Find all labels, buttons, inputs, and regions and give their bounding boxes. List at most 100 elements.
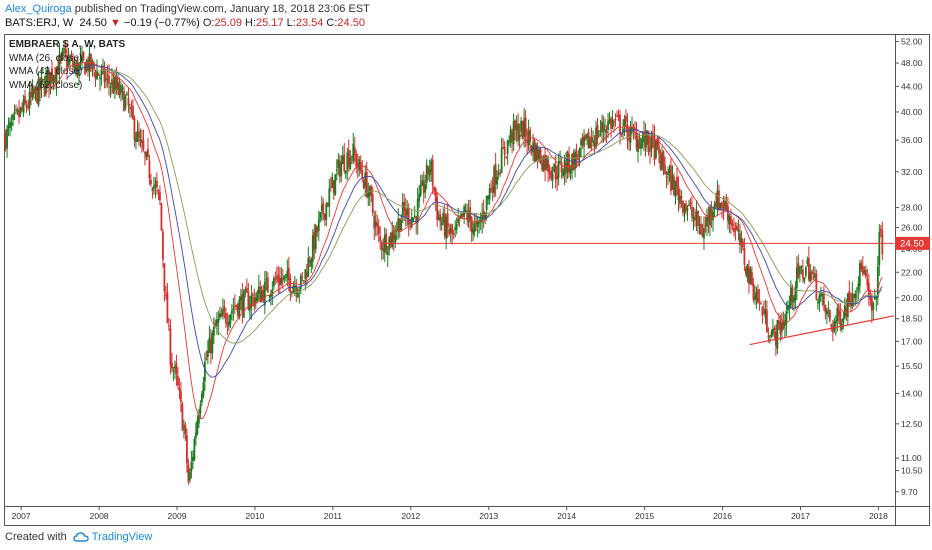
candle-body-up	[145, 152, 148, 158]
candle-body-up	[120, 85, 122, 93]
candle-body-up	[607, 120, 609, 131]
candle-body-up	[374, 221, 377, 226]
candle-body-down	[332, 180, 335, 193]
candle-body-up	[111, 79, 113, 85]
legend-wma26[interactable]: WMA (26, close)	[9, 52, 83, 64]
candle-body-down	[665, 176, 668, 178]
candle-body-up	[292, 285, 295, 294]
legend-wma62[interactable]: WMA (62, close)	[9, 79, 83, 91]
price-badge-text: 24.50	[900, 239, 924, 250]
candle-body-down	[277, 274, 280, 282]
candle-body-down	[130, 107, 133, 109]
candle-body-down	[524, 117, 527, 137]
candle-body-down	[731, 223, 734, 227]
candle-body-down	[171, 362, 173, 369]
candle-body-up	[520, 120, 523, 132]
candle-body-up	[28, 92, 31, 108]
candle-body-down	[361, 169, 364, 178]
candle-body-up	[873, 296, 876, 300]
candle-body-down	[550, 170, 552, 179]
legend-wma42[interactable]: WMA (42, close)	[9, 66, 83, 77]
candle-body-down	[581, 136, 584, 145]
candle-body-down	[801, 269, 804, 279]
candle-body-up	[574, 151, 576, 169]
candle-body-up	[314, 225, 317, 249]
candle-body-down	[160, 203, 163, 231]
candle-body-up	[497, 172, 500, 175]
candle-body-down	[259, 286, 262, 303]
candle-body-up	[320, 204, 323, 211]
candle-body-up	[545, 157, 548, 169]
candle-body-up	[851, 293, 854, 307]
candle-body-down	[39, 78, 41, 90]
candle-body-up	[754, 296, 756, 300]
candle-body-up	[45, 75, 47, 94]
candle-body-up	[124, 96, 127, 109]
candle-body-up	[310, 258, 313, 267]
candle-body-up	[69, 59, 71, 62]
candle-body-down	[490, 188, 493, 191]
candle-body-up	[190, 461, 193, 472]
candle-body-down	[57, 66, 59, 75]
candle-body-up	[34, 87, 37, 92]
candle-body-up	[311, 235, 314, 262]
candle-body-up	[551, 173, 554, 181]
candle-body-up	[637, 139, 639, 152]
candle-body-up	[445, 216, 448, 239]
candle-body-up	[96, 71, 98, 80]
candle-body-down	[521, 121, 524, 140]
candle-body-up	[337, 159, 340, 168]
candle-body-up	[358, 159, 361, 171]
candle-body-up	[232, 308, 235, 310]
candle-body-down	[70, 56, 73, 59]
candle-body-up	[821, 293, 824, 296]
symbol-label: BATS:ERJ, W	[5, 17, 74, 29]
time-axis[interactable]: 2007 2008 2009 2010 2011 2012 2013 2014 2015 2016…	[12, 506, 888, 521]
candle-body-up	[215, 319, 218, 327]
candle-body-up	[212, 326, 215, 336]
candle-body-down	[568, 154, 570, 172]
candle-body-down	[21, 107, 23, 110]
candle-body-down	[220, 313, 223, 317]
candle-body-down	[150, 179, 152, 185]
candle-body-down	[316, 227, 319, 233]
price-chart[interactable]: 52.00 48.00 44.00 40.00 36.00 32.00 28.00 26.00…	[4, 34, 930, 526]
candle-body-up	[746, 264, 749, 279]
candle-body-up	[496, 176, 499, 185]
candle-body-up	[834, 320, 837, 324]
author-link[interactable]: Alex_Quiroga	[5, 3, 72, 15]
price-tick-label: 18.50	[901, 314, 923, 324]
price-tick-label: 14.00	[901, 388, 923, 398]
candle-body-down	[831, 326, 834, 333]
candle-body-down	[377, 226, 380, 234]
support-trend-line	[749, 315, 895, 346]
candle-body-up	[512, 121, 515, 145]
candle-body-up	[31, 87, 34, 98]
candle-body-up	[196, 419, 199, 434]
candle-body-down	[734, 228, 737, 230]
candle-body-up	[686, 208, 689, 211]
tradingview-brand[interactable]: TradingView	[73, 531, 152, 543]
candle-body-up	[139, 139, 142, 142]
candle-body-down	[151, 187, 154, 192]
candle-body-down	[791, 286, 794, 302]
candle-body-up	[286, 270, 289, 279]
candle-body-up	[515, 124, 518, 131]
candle-body-down	[560, 162, 563, 173]
candle-body-down	[362, 180, 365, 189]
candle-body-up	[740, 237, 743, 244]
candle-body-down	[869, 295, 872, 300]
candle-body-up	[67, 58, 70, 65]
candle-body-down	[614, 118, 617, 120]
candle-body-up	[197, 414, 200, 424]
candle-body-up	[218, 313, 221, 318]
candle-body-up	[478, 220, 481, 224]
candle-body-down	[180, 391, 182, 402]
candle-body-down	[186, 434, 188, 464]
candle-body-up	[217, 319, 220, 324]
candle-body-down	[376, 222, 379, 227]
candle-body-down	[743, 247, 746, 265]
candle-body-up	[863, 270, 866, 273]
candle-body-up	[183, 427, 185, 429]
candle-body-up	[154, 184, 157, 187]
